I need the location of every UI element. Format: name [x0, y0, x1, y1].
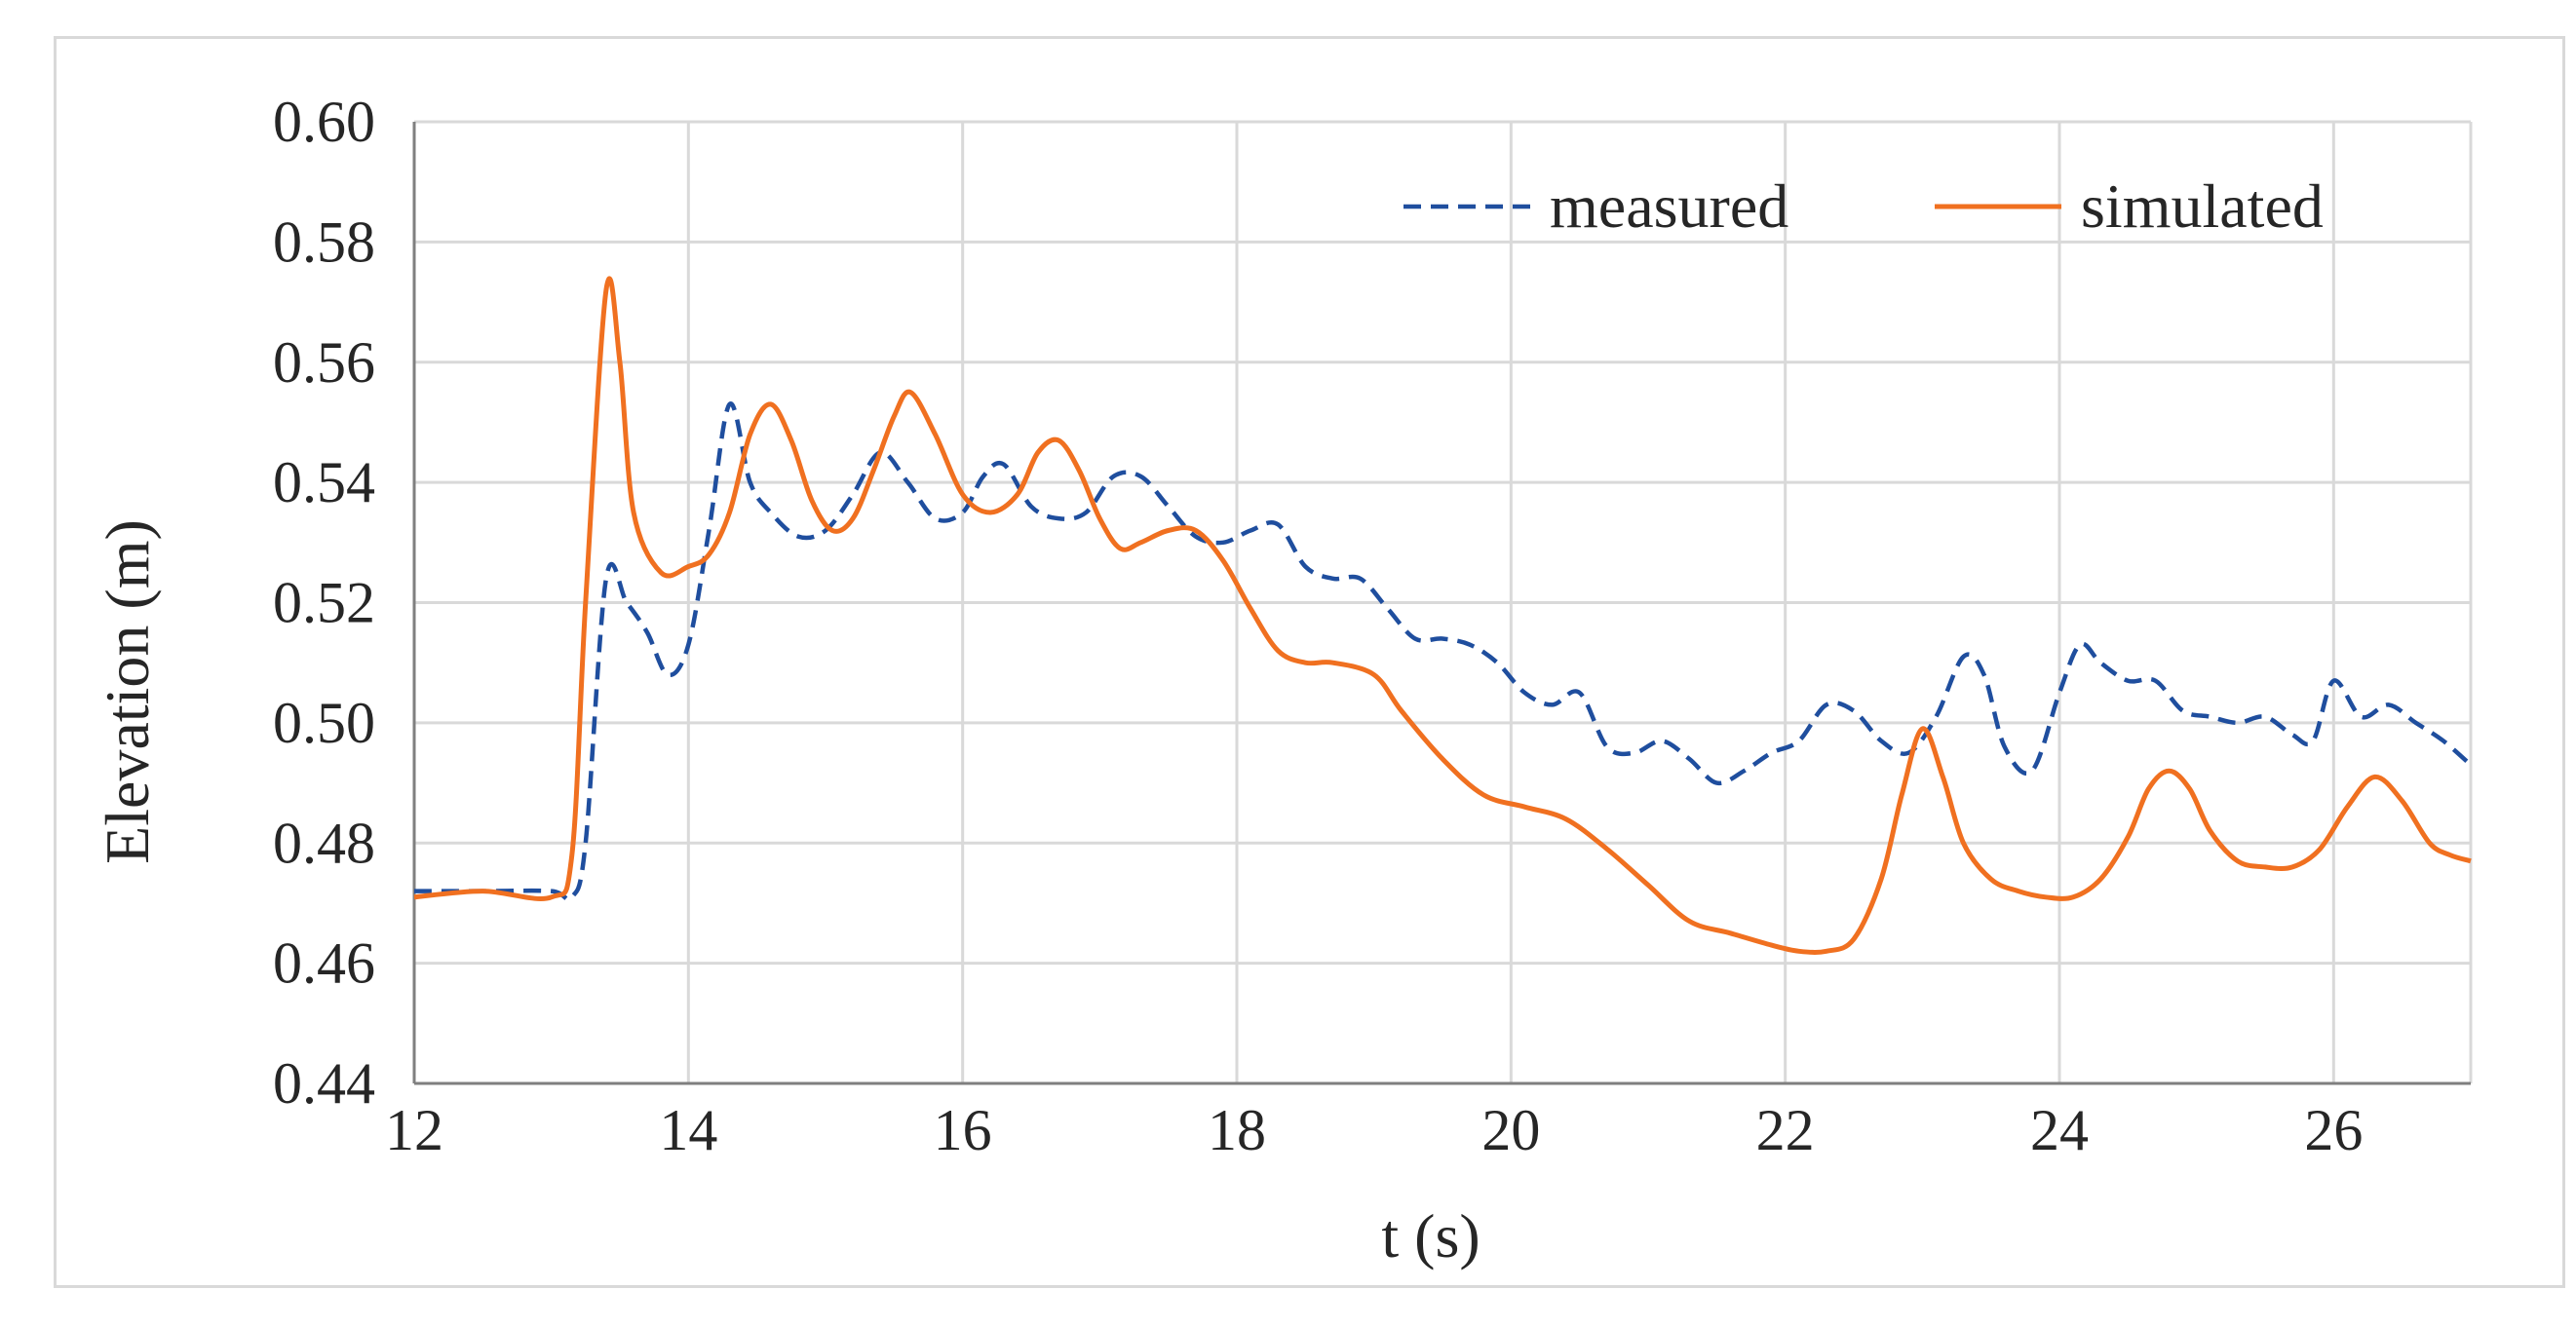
y-tick-label: 0.48 — [273, 811, 375, 875]
y-tick-label: 0.44 — [273, 1051, 375, 1116]
x-tick-label: 24 — [2030, 1098, 2089, 1162]
y-tick-label: 0.50 — [273, 691, 375, 755]
x-tick-label: 22 — [1756, 1098, 1815, 1162]
x-tick-label: 20 — [1481, 1098, 1540, 1162]
legend-label-simulated: simulated — [2081, 171, 2324, 241]
series-layer — [413, 276, 2473, 955]
y-tick-label: 0.52 — [273, 571, 375, 635]
legend: measured simulated — [1403, 171, 2324, 241]
x-tick-label: 14 — [659, 1098, 717, 1162]
axes — [412, 122, 2471, 1085]
legend-label-measured: measured — [1550, 171, 1788, 241]
y-tick-label: 0.60 — [273, 90, 375, 154]
x-tick-label: 12 — [385, 1098, 443, 1162]
x-tick-label: 18 — [1208, 1098, 1266, 1162]
x-tick-label: 16 — [934, 1098, 992, 1162]
y-tick-label: 0.58 — [273, 209, 375, 274]
y-tick-labels: 0.44 0.46 0.48 0.50 0.52 0.54 0.56 0.58 0.60 — [273, 90, 375, 1116]
x-axis-title: t (s) — [1381, 1201, 1480, 1270]
x-tick-label: 26 — [2304, 1098, 2363, 1162]
y-tick-label: 0.56 — [273, 330, 375, 395]
y-axis-title: Elevation (m) — [93, 519, 162, 864]
grid — [414, 120, 2473, 1083]
series-line-simulated — [413, 276, 2472, 955]
y-tick-label: 0.46 — [273, 931, 375, 996]
y-tick-label: 0.54 — [273, 450, 375, 514]
x-tick-labels: 12 14 16 18 20 22 24 26 — [385, 1098, 2363, 1162]
series-line-measured — [414, 401, 2473, 902]
